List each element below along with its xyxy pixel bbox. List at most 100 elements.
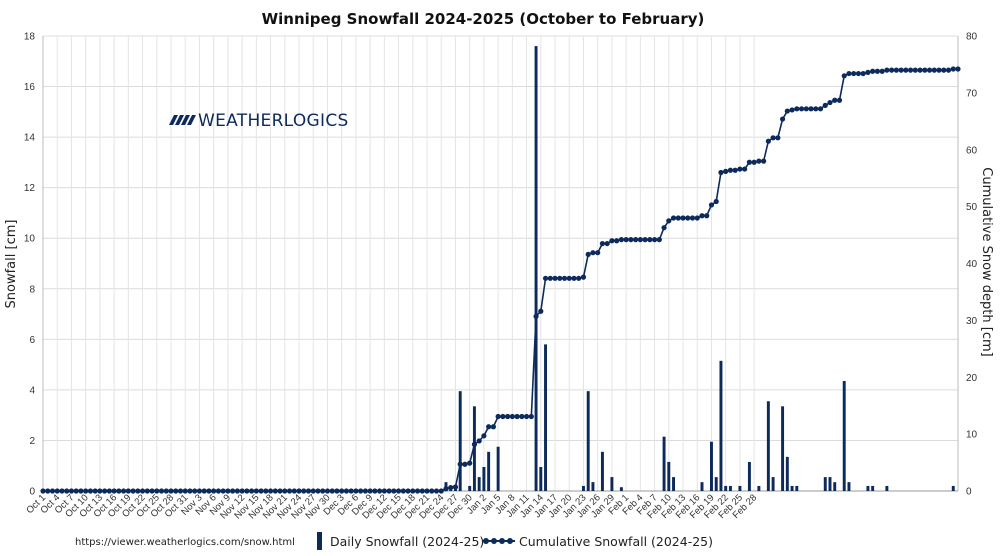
cumulative-point bbox=[201, 488, 207, 494]
cumulative-point bbox=[211, 488, 217, 494]
cumulative-point bbox=[177, 488, 184, 494]
cumulative-snowfall-line bbox=[40, 66, 961, 494]
y-tick-label: 8 bbox=[29, 284, 35, 295]
cumulative-point bbox=[817, 106, 824, 112]
y2-tick-label: 10 bbox=[966, 430, 978, 441]
cumulative-point bbox=[827, 99, 833, 106]
cumulative-point bbox=[97, 488, 103, 494]
bar bbox=[738, 485, 742, 491]
cumulative-point bbox=[756, 158, 762, 164]
legend-label-cumulative: Cumulative Snowfall (2024-25) bbox=[519, 534, 713, 549]
cumulative-point bbox=[87, 488, 94, 494]
cumulative-point bbox=[870, 68, 876, 74]
cumulative-point bbox=[448, 484, 454, 491]
cumulative-point bbox=[125, 488, 131, 494]
cumulative-point bbox=[196, 488, 203, 494]
cumulative-point bbox=[277, 488, 283, 494]
bar bbox=[710, 441, 713, 491]
cumulative-point bbox=[182, 488, 188, 494]
bar bbox=[672, 477, 676, 491]
cumulative-point bbox=[377, 488, 383, 494]
cumulative-point bbox=[443, 486, 449, 492]
cumulative-point bbox=[656, 237, 662, 243]
cumulative-point bbox=[519, 413, 525, 420]
cumulative-point bbox=[794, 106, 800, 112]
cumulative-point bbox=[566, 275, 572, 281]
bar bbox=[581, 485, 585, 491]
cumulative-point bbox=[618, 237, 624, 243]
cumulative-point bbox=[476, 438, 482, 444]
cumulative-point bbox=[803, 106, 809, 112]
bar bbox=[619, 487, 623, 491]
cumulative-point bbox=[533, 313, 539, 319]
bar bbox=[610, 477, 614, 491]
y-tick-label: 18 bbox=[24, 32, 36, 43]
bar bbox=[728, 485, 732, 491]
bar bbox=[757, 485, 761, 491]
bar bbox=[477, 477, 481, 491]
cumulative-point bbox=[903, 67, 909, 73]
cumulative-point bbox=[628, 237, 634, 243]
cumulative-point bbox=[945, 67, 952, 73]
cumulative-point bbox=[808, 106, 814, 112]
cumulative-point bbox=[547, 275, 553, 281]
bar bbox=[785, 456, 789, 491]
y-tick-label: 16 bbox=[24, 82, 36, 93]
y-tick-label: 0 bbox=[29, 487, 35, 498]
cumulative-point bbox=[192, 488, 198, 494]
bar bbox=[453, 488, 457, 491]
cumulative-point bbox=[419, 488, 425, 494]
cumulative-point bbox=[922, 67, 928, 73]
cumulative-point bbox=[154, 488, 160, 494]
cumulative-point bbox=[822, 102, 828, 108]
cumulative-point bbox=[727, 167, 734, 173]
cumulative-point bbox=[874, 68, 881, 74]
cumulative-point bbox=[291, 488, 297, 494]
cumulative-point bbox=[832, 97, 838, 103]
cumulative-point bbox=[713, 198, 719, 205]
cumulative-point bbox=[926, 67, 933, 73]
cumulative-point bbox=[689, 215, 696, 221]
cumulative-point bbox=[362, 488, 368, 494]
cumulative-point bbox=[571, 275, 577, 281]
cumulative-point bbox=[694, 215, 700, 221]
cumulative-point bbox=[239, 488, 245, 494]
cumulative-point bbox=[813, 106, 819, 112]
cumulative-point bbox=[708, 202, 715, 208]
cumulative-point bbox=[296, 488, 302, 494]
cumulative-point bbox=[950, 66, 956, 72]
y-tick-label: 10 bbox=[24, 234, 36, 245]
cumulative-point bbox=[405, 488, 411, 494]
cumulative-point bbox=[604, 240, 610, 247]
cumulative-point bbox=[685, 215, 691, 221]
chart-title: Winnipeg Snowfall 2024-2025 (October to … bbox=[262, 10, 705, 28]
cumulative-point bbox=[358, 488, 364, 494]
cumulative-point bbox=[580, 274, 587, 280]
cumulative-point bbox=[647, 237, 653, 243]
cumulative-point bbox=[139, 488, 146, 494]
cumulative-point bbox=[334, 488, 340, 494]
bar bbox=[833, 482, 837, 491]
y2-tick-label: 30 bbox=[966, 316, 978, 327]
bar bbox=[747, 461, 751, 491]
cumulative-point bbox=[851, 70, 857, 77]
cumulative-point bbox=[315, 488, 321, 494]
cumulative-point bbox=[523, 413, 530, 420]
cumulative-point bbox=[680, 215, 686, 221]
cumulative-point bbox=[675, 215, 681, 221]
bar bbox=[714, 477, 718, 491]
cumulative-point bbox=[135, 488, 141, 494]
logo-text: WEATHERLOGICS bbox=[198, 111, 349, 131]
cumulative-point bbox=[215, 488, 222, 494]
cumulative-point bbox=[893, 67, 899, 73]
legend-bar-icon bbox=[317, 532, 322, 550]
cumulative-point bbox=[301, 488, 307, 494]
bar bbox=[458, 391, 462, 491]
bar bbox=[472, 406, 476, 491]
bar bbox=[724, 485, 728, 491]
cumulative-point bbox=[163, 488, 169, 494]
cumulative-point bbox=[637, 237, 643, 243]
cumulative-point bbox=[272, 488, 278, 494]
cumulative-point bbox=[718, 169, 724, 176]
bar bbox=[667, 461, 671, 491]
